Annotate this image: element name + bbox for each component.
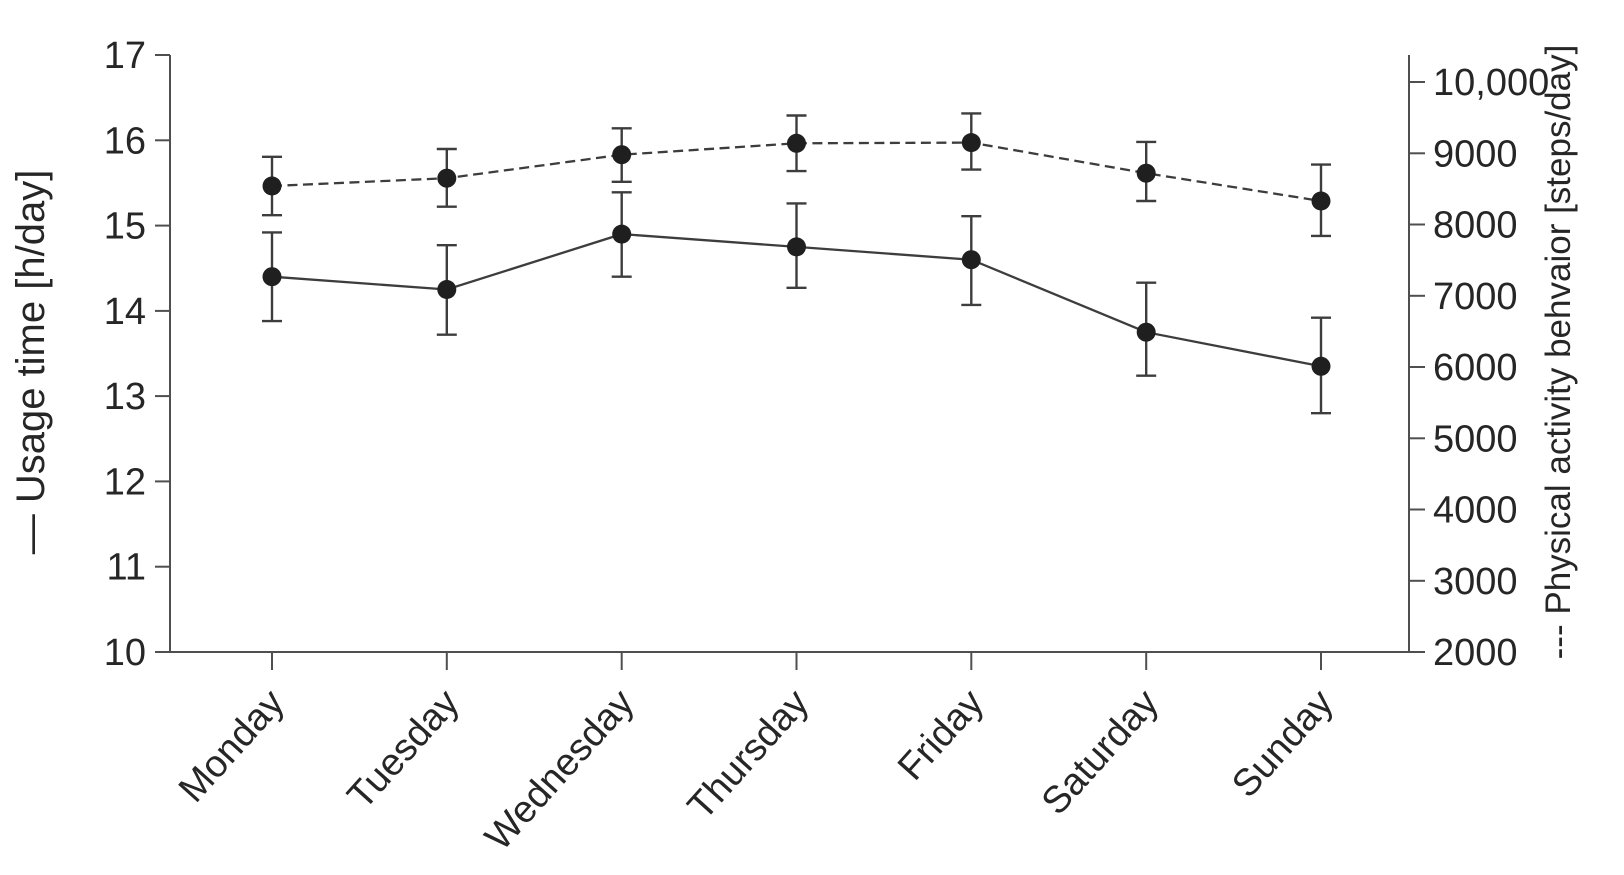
tick-label: 16 [104,120,146,162]
tick-label: 10 [104,632,146,674]
x-tick-label: Thursday [680,682,817,828]
tick-label: 12 [104,461,146,503]
x-tick-label: Sunday [1224,682,1341,806]
data-point [1136,163,1156,183]
tick-label: 11 [107,547,146,589]
tick-label: 9000 [1433,133,1518,175]
x-tick-label: Saturday [1034,682,1167,823]
x-tick-label: Wednesday [477,682,642,859]
right-axis-title: --- Physical activity behvaior [steps/da… [1539,45,1578,660]
tick-label: 10,000 [1433,62,1549,104]
data-point [787,133,806,153]
data-point [612,145,632,165]
series-physical-activity-behvaior [262,112,1331,238]
data-point [262,176,282,196]
tick-label: 13 [104,376,146,418]
tick-label: 4000 [1433,490,1518,532]
data-point [1311,356,1331,376]
x-axis: Monday Tuesday Wednesday Thursday Friday Satu… [171,652,1342,859]
series-usage-time [262,191,1331,415]
y-axis-left: 10 11 12 13 14 15 16 17 [104,35,170,674]
data-point [961,250,981,270]
axis-spines [169,55,1410,653]
data-point [262,267,282,287]
error-bars [262,191,1331,415]
data-point [1136,322,1156,342]
data-point [787,237,806,257]
tick-label: 17 [104,35,146,77]
tick-label: 3000 [1433,561,1518,603]
data-point [1311,191,1331,211]
tick-label: 5000 [1433,418,1518,460]
x-tick-label: Friday [890,682,992,789]
data-point [437,280,457,299]
tick-label: 7000 [1433,276,1518,318]
tick-label: 8000 [1433,205,1518,247]
tick-label: 6000 [1433,347,1518,389]
x-tick-label: Monday [171,682,293,811]
tick-label: 14 [104,291,146,333]
tick-label: 2000 [1433,632,1518,674]
data-point [437,168,457,188]
y-axis-right: 2000 3000 4000 5000 6000 7000 8000 9000 10,000 [1409,62,1549,674]
data-point [612,224,632,244]
tick-label: 15 [104,206,146,248]
left-axis-title: — Usage time [h/day] [9,170,53,555]
x-tick-label: Tuesday [340,682,468,817]
data-point [961,133,981,153]
